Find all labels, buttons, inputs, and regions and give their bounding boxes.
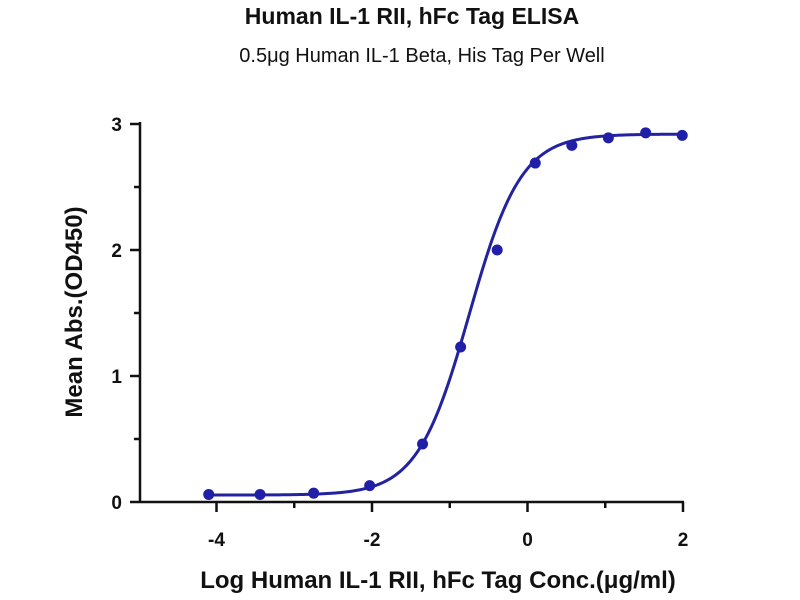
data-point	[676, 129, 688, 141]
data-point	[417, 438, 429, 450]
x-tick-label: -2	[364, 530, 381, 551]
y-axis-ticks: 0 1 2 3	[111, 115, 140, 514]
data-point	[566, 139, 578, 151]
x-tick-label: 2	[678, 530, 689, 551]
data-point	[308, 487, 320, 499]
y-tick-label: 3	[111, 115, 122, 136]
chart-subtitle: 0.5μg Human IL-1 Beta, His Tag Per Well	[239, 45, 604, 67]
fit-curve	[208, 132, 683, 497]
data-point	[364, 480, 376, 492]
data-point	[254, 488, 266, 500]
y-axis-label: Mean Abs.(OD450)	[61, 206, 88, 417]
axes	[138, 122, 684, 504]
x-axis-ticks: -4 -2 0 2	[208, 502, 688, 551]
data-point	[602, 132, 614, 144]
data-point	[455, 341, 467, 353]
x-tick-label: -4	[208, 530, 225, 551]
x-tick-label: 0	[522, 530, 533, 551]
data-point	[640, 127, 652, 139]
chart-title: Human IL-1 RII, hFc Tag ELISA	[245, 3, 579, 29]
data-points	[203, 127, 688, 500]
data-point	[491, 244, 503, 256]
x-axis-label: Log Human IL-1 RII, hFc Tag Conc.(μg/ml)	[200, 567, 676, 594]
y-tick-label: 2	[111, 241, 122, 262]
data-point	[529, 157, 541, 169]
y-tick-label: 0	[111, 493, 122, 514]
y-tick-label: 1	[111, 367, 122, 388]
data-point	[203, 488, 215, 500]
